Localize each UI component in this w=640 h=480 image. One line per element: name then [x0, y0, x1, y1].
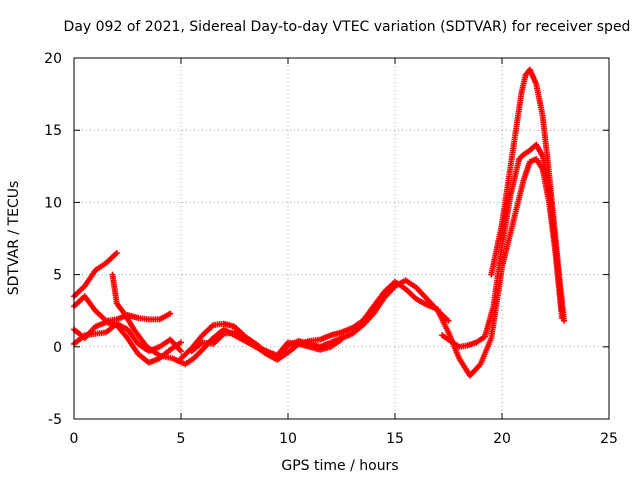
series-sat-g	[188, 329, 345, 359]
y-axis-label: SDTVAR / TECUs	[6, 181, 22, 296]
data-point	[113, 249, 120, 256]
y-tick-label: -5	[48, 412, 62, 428]
x-tick-label: 5	[177, 431, 186, 447]
x-tick-label: 10	[279, 431, 297, 447]
axis-ticks: 0 5 10 15 20 25 -5 0 5 10 15 20	[44, 51, 618, 447]
y-tick-label: 0	[53, 340, 62, 356]
data-point	[445, 317, 452, 324]
y-tick-label: 10	[44, 195, 62, 211]
x-axis-label: GPS time / hours	[281, 458, 398, 474]
plot-frame	[73, 57, 610, 420]
chart-title: Day 092 of 2021, Sidereal Day-to-day VTE…	[64, 19, 631, 35]
x-tick-label: 20	[493, 431, 511, 447]
series-sat-b	[71, 293, 174, 324]
y-tick-label: 15	[44, 123, 62, 139]
data-point	[178, 339, 184, 346]
data-point	[167, 310, 174, 317]
x-tick-label: 25	[600, 431, 618, 447]
y-tick-label: 20	[44, 51, 62, 67]
data-point	[178, 348, 184, 355]
data-point	[561, 317, 568, 324]
data-point	[338, 336, 345, 343]
x-tick-label: 0	[70, 431, 79, 447]
data-points	[71, 66, 568, 379]
series-sat-j	[488, 66, 568, 324]
y-tick-label: 5	[53, 268, 62, 284]
x-tick-label: 15	[386, 431, 404, 447]
